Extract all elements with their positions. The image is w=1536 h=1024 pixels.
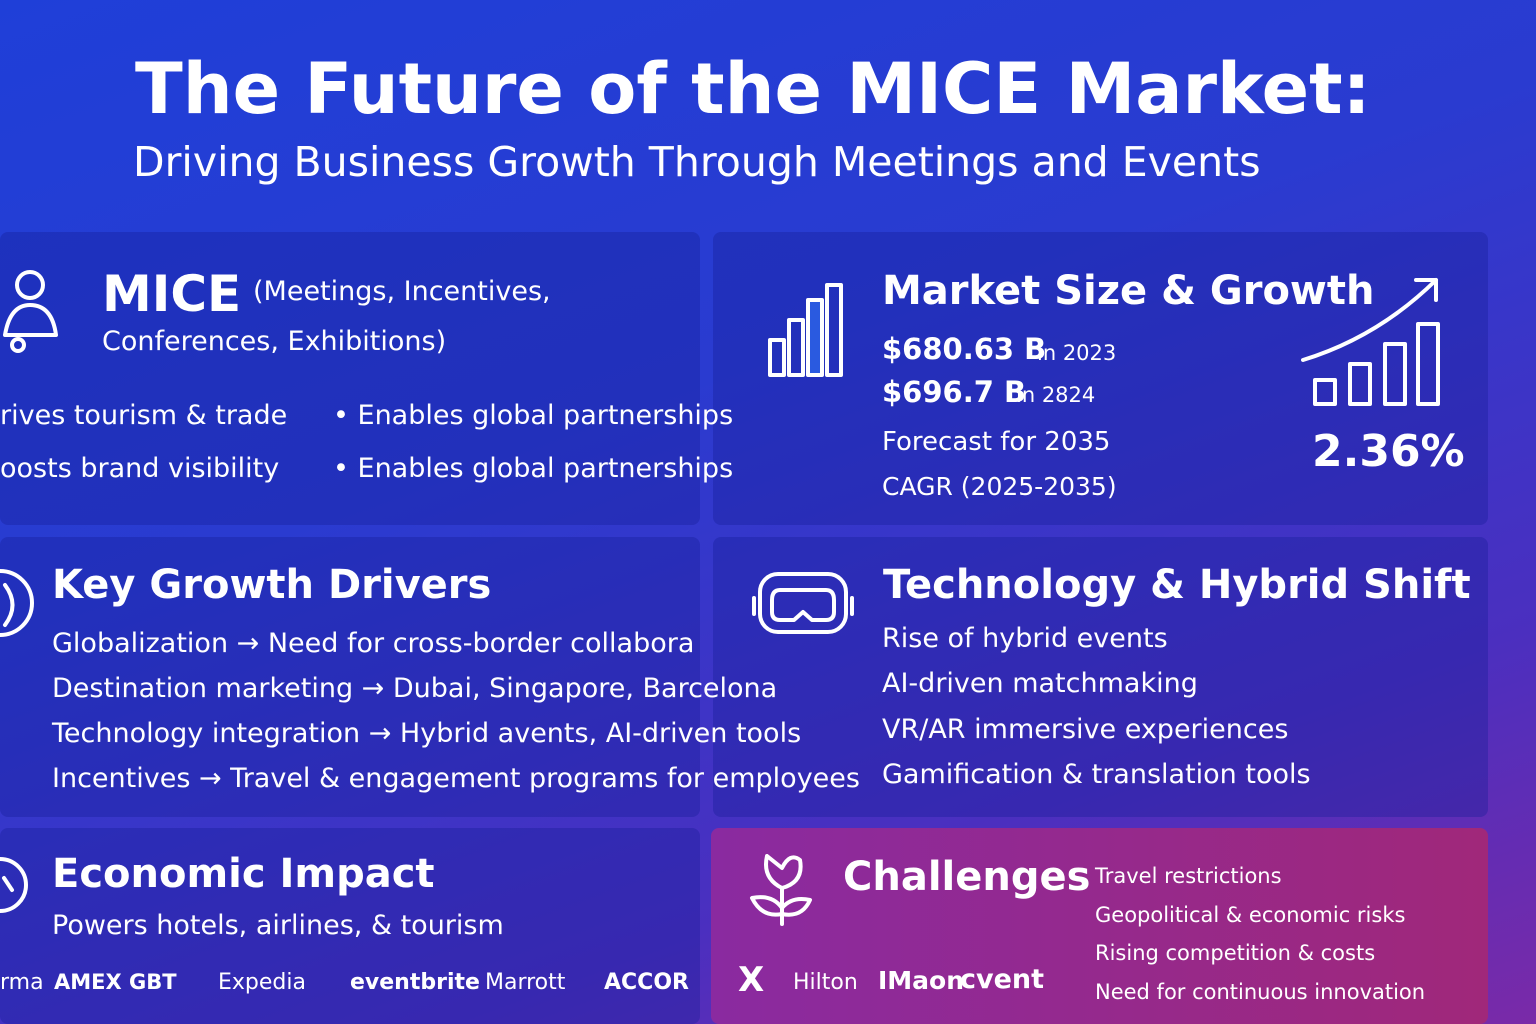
challenge-item: Geopolitical & economic risks bbox=[1095, 903, 1406, 927]
challenge-item: Rising competition & costs bbox=[1095, 941, 1376, 965]
mice-point: • Enables global partnerships bbox=[333, 453, 734, 484]
mice-panel bbox=[0, 232, 700, 525]
driver-item: Globalization → Need for cross-border co… bbox=[52, 628, 695, 659]
flower-icon bbox=[750, 854, 812, 926]
market-panel bbox=[713, 232, 1488, 525]
challenges-panel bbox=[711, 828, 1488, 1024]
vr-icon bbox=[752, 572, 854, 634]
chart-icon bbox=[0, 857, 28, 913]
market-value: $696.7 B bbox=[882, 375, 1027, 409]
driver-item: Destination marketing → Dubai, Singapore… bbox=[52, 673, 778, 704]
logo: ACCOR bbox=[604, 970, 689, 995]
cagr-value: 2.36% bbox=[1312, 426, 1465, 477]
logo: AMEX GBT bbox=[54, 970, 177, 994]
globe-icon bbox=[0, 569, 34, 637]
driver-item: Incentives → Travel & engagement program… bbox=[52, 763, 860, 794]
mice-definition: (Meetings, Incentives, bbox=[253, 276, 551, 307]
tech-item: AI-driven matchmaking bbox=[882, 668, 1198, 699]
drivers-panel bbox=[0, 537, 700, 817]
mice-definition: Conferences, Exhibitions) bbox=[102, 326, 447, 357]
logo: IMaon bbox=[878, 966, 965, 995]
challenge-item: Travel restrictions bbox=[1095, 864, 1282, 888]
title: The Future of the MICE Market: bbox=[135, 48, 1371, 130]
mice-point: oosts brand visibility bbox=[0, 453, 280, 484]
logo: X bbox=[738, 960, 765, 1000]
drivers-title: Key Growth Drivers bbox=[52, 562, 492, 608]
challenge-item: Need for continuous innovation bbox=[1095, 980, 1426, 1004]
logo: eventbrite bbox=[350, 970, 480, 995]
tech-title: Technology & Hybrid Shift bbox=[883, 562, 1471, 608]
logo: Expedia bbox=[218, 970, 306, 995]
mice-point: • Enables global partnerships bbox=[333, 400, 734, 431]
mice-point: rives tourism & trade bbox=[0, 400, 288, 431]
economic-text: Powers hotels, airlines, & tourism bbox=[52, 910, 504, 941]
economic-title: Economic Impact bbox=[52, 851, 435, 897]
driver-item: Technology integration → Hybrid avents, … bbox=[52, 718, 802, 749]
tech-item: Gamification & translation tools bbox=[882, 759, 1311, 790]
tech-item: Rise of hybrid events bbox=[882, 623, 1168, 654]
logo: Marrott bbox=[485, 970, 566, 995]
logo: Hilton bbox=[793, 970, 858, 995]
economic-panel bbox=[0, 828, 700, 1024]
bar-icon bbox=[768, 283, 843, 377]
growth-icon bbox=[1301, 278, 1440, 406]
logo: cvent bbox=[960, 964, 1045, 995]
cagr-label: CAGR (2025-2035) bbox=[882, 472, 1117, 501]
market-year: in 2824 bbox=[1016, 383, 1096, 407]
mice-title: MICE bbox=[102, 265, 242, 323]
people-icon bbox=[3, 270, 58, 353]
market-value: $680.63 B bbox=[882, 332, 1047, 366]
logo: rma bbox=[0, 970, 44, 995]
market-title: Market Size & Growth bbox=[882, 268, 1375, 314]
subtitle: Driving Business Growth Through Meetings… bbox=[133, 138, 1261, 186]
challenges-title: Challenges bbox=[843, 854, 1091, 900]
tech-item: VR/AR immersive experiences bbox=[882, 714, 1289, 745]
forecast: Forecast for 2035 bbox=[882, 427, 1111, 457]
market-year: in 2023 bbox=[1037, 341, 1117, 365]
